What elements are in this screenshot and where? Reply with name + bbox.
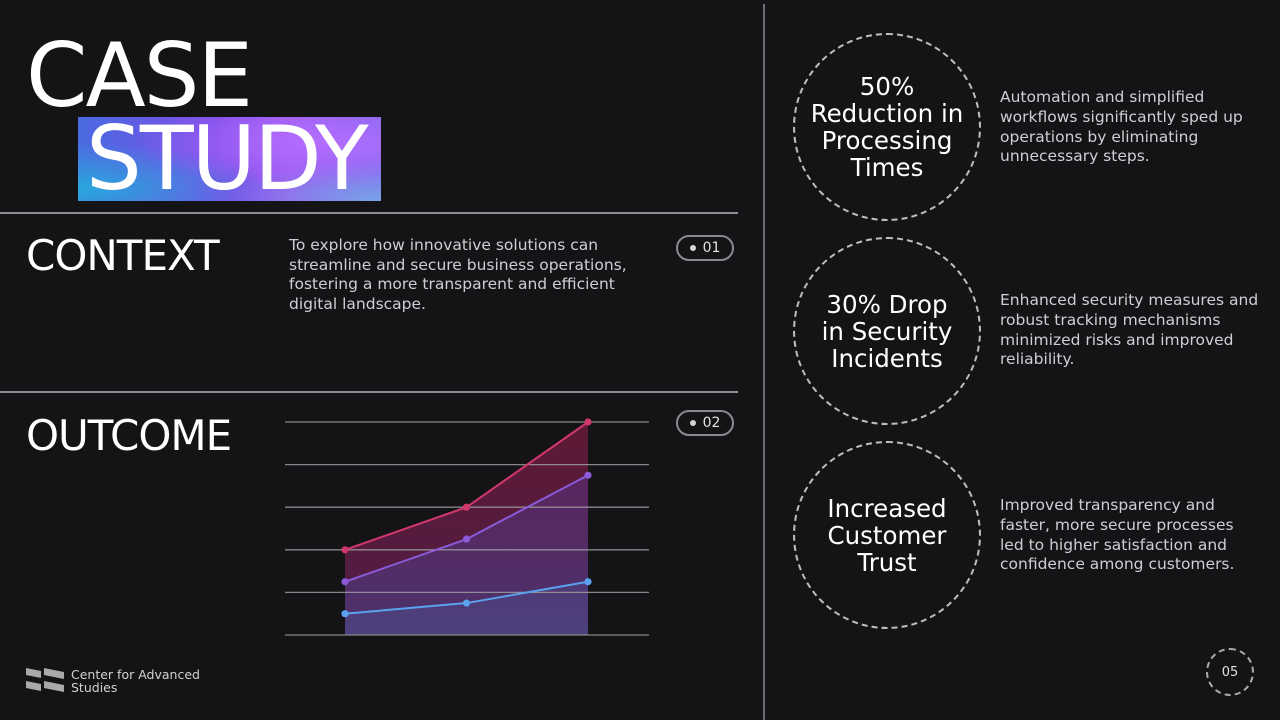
context-text: To explore how innovative solutions can …: [289, 236, 627, 313]
data-point: [462, 535, 471, 543]
metric-title: 30% Drop in Security Incidents: [821, 289, 953, 373]
badge-label: 01: [702, 240, 721, 256]
badge-01: 01: [676, 235, 734, 261]
data-point: [584, 578, 592, 586]
metric-title: Increased Customer Trust: [827, 493, 947, 577]
metric-circle-trust: Increased Customer Trust: [793, 441, 981, 629]
title-study: STUDY: [86, 107, 369, 210]
badge-02: 02: [676, 410, 734, 436]
dot-icon: [689, 420, 696, 426]
metric-description: Automation and simplified workflows sign…: [1000, 88, 1243, 166]
data-point: [584, 418, 592, 426]
logo-icon: [26, 668, 64, 692]
data-point: [462, 503, 471, 511]
chart-lines: [341, 418, 592, 618]
title-highlight-box: [78, 117, 381, 201]
metric-circle-processing: 50% Reduction in Processing Times: [793, 33, 981, 221]
metric-title: 50% Reduction in Processing Times: [810, 72, 964, 182]
metric-circle-security: 30% Drop in Security Incidents: [793, 237, 981, 425]
metric-description: Improved transparency and faster, more s…: [1000, 496, 1235, 574]
series-area: [345, 581, 588, 635]
vertical-divider: [763, 4, 765, 720]
context-heading: CONTEXT: [26, 231, 220, 280]
divider-context: [0, 212, 738, 214]
data-point: [341, 610, 349, 618]
data-point: [462, 599, 471, 607]
organization-name: Center for Advanced Studies: [71, 667, 200, 695]
data-point: [584, 471, 592, 479]
badge-label: 02: [702, 415, 721, 431]
divider-outcome: [0, 391, 738, 393]
chart-areas: [345, 422, 588, 635]
title-case: CASE: [26, 24, 253, 127]
dot-icon: [689, 245, 696, 251]
data-point: [341, 546, 349, 554]
outcome-heading: OUTCOME: [26, 411, 232, 460]
data-point: [341, 578, 349, 586]
outcome-chart: [285, 418, 649, 636]
metric-description: Enhanced security measures and robust tr…: [1000, 291, 1259, 369]
page-number: 05: [1206, 648, 1254, 696]
